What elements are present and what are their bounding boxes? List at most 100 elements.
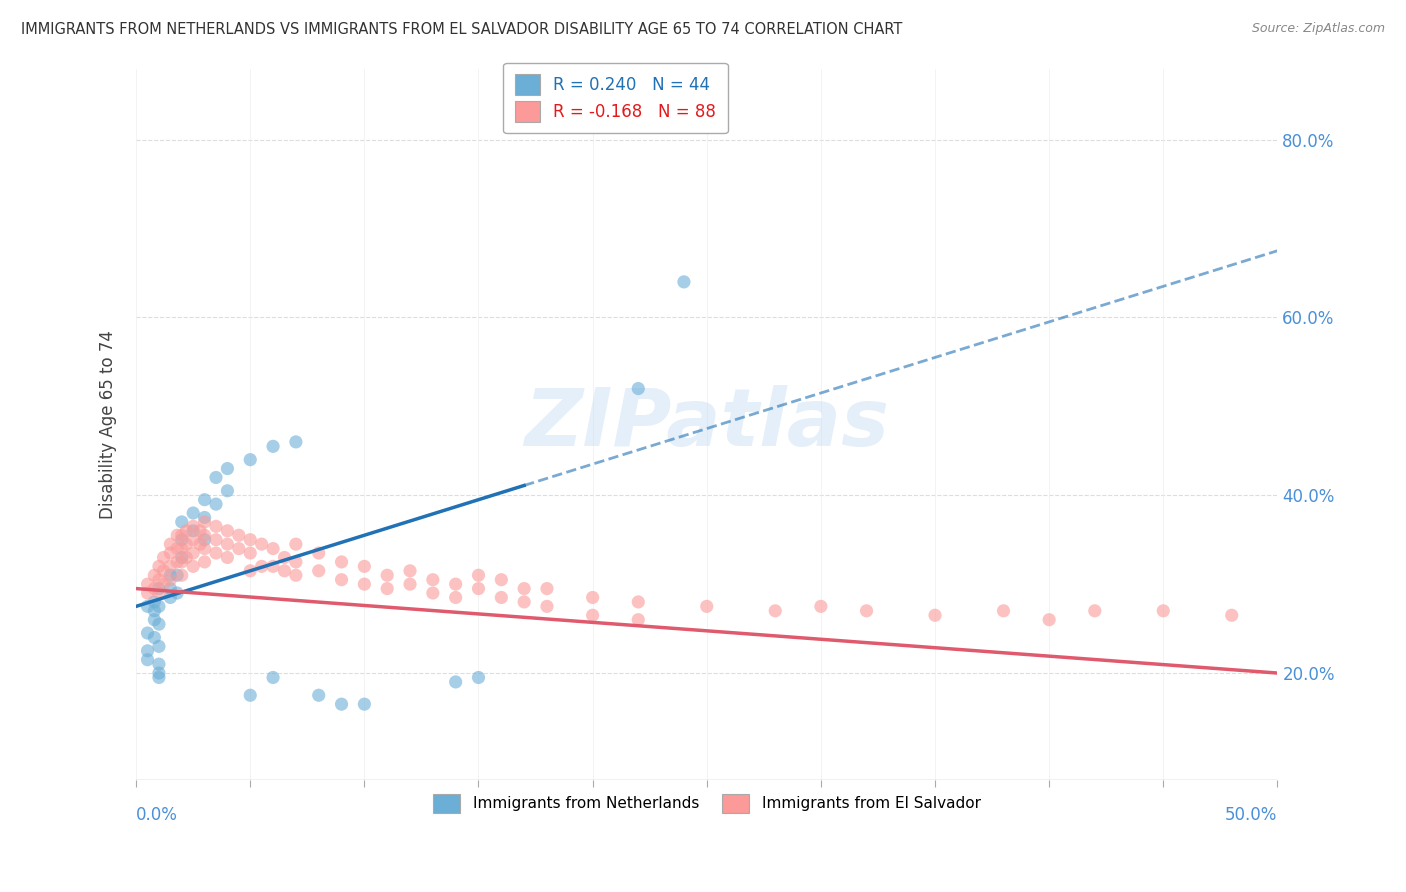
- Point: [181, 559, 204, 574]
- Point: [152, 564, 174, 578]
- Point: [239, 688, 262, 702]
- Point: [143, 613, 166, 627]
- Point: [205, 497, 228, 511]
- Point: [672, 275, 695, 289]
- Point: [148, 573, 170, 587]
- Text: ZIPatlas: ZIPatlas: [524, 385, 889, 463]
- Point: [422, 573, 444, 587]
- Point: [188, 524, 211, 538]
- Point: [308, 688, 330, 702]
- Point: [239, 564, 262, 578]
- Point: [228, 528, 250, 542]
- Point: [148, 640, 170, 654]
- Point: [181, 546, 204, 560]
- Point: [148, 559, 170, 574]
- Point: [136, 626, 159, 640]
- Point: [513, 582, 536, 596]
- Point: [152, 577, 174, 591]
- Point: [143, 595, 166, 609]
- Text: IMMIGRANTS FROM NETHERLANDS VS IMMIGRANTS FROM EL SALVADOR DISABILITY AGE 65 TO : IMMIGRANTS FROM NETHERLANDS VS IMMIGRANT…: [21, 22, 903, 37]
- Point: [159, 537, 181, 551]
- Point: [159, 559, 181, 574]
- Point: [1220, 608, 1243, 623]
- Point: [399, 577, 422, 591]
- Point: [250, 537, 273, 551]
- Point: [536, 599, 558, 614]
- Point: [491, 573, 513, 587]
- Point: [217, 550, 239, 565]
- Text: 0.0%: 0.0%: [136, 806, 179, 824]
- Point: [444, 674, 467, 689]
- Point: [330, 555, 353, 569]
- Point: [763, 604, 786, 618]
- Point: [696, 599, 718, 614]
- Point: [217, 461, 239, 475]
- Point: [194, 510, 217, 524]
- Point: [581, 608, 603, 623]
- Point: [194, 533, 217, 547]
- Point: [143, 604, 166, 618]
- Point: [170, 555, 193, 569]
- Point: [262, 439, 284, 453]
- Point: [627, 382, 650, 396]
- Point: [330, 573, 353, 587]
- Point: [148, 599, 170, 614]
- Point: [170, 568, 193, 582]
- Point: [444, 577, 467, 591]
- Point: [159, 546, 181, 560]
- Point: [284, 568, 307, 582]
- Point: [444, 591, 467, 605]
- Point: [262, 541, 284, 556]
- Point: [181, 519, 204, 533]
- Point: [239, 546, 262, 560]
- Point: [399, 564, 422, 578]
- Point: [159, 582, 181, 596]
- Point: [353, 697, 375, 711]
- Point: [536, 582, 558, 596]
- Point: [330, 697, 353, 711]
- Point: [467, 568, 489, 582]
- Point: [194, 515, 217, 529]
- Point: [262, 671, 284, 685]
- Y-axis label: Disability Age 65 to 74: Disability Age 65 to 74: [100, 330, 117, 518]
- Point: [273, 550, 295, 565]
- Point: [181, 524, 204, 538]
- Point: [284, 537, 307, 551]
- Point: [136, 577, 159, 591]
- Point: [188, 537, 211, 551]
- Point: [194, 528, 217, 542]
- Point: [205, 470, 228, 484]
- Point: [152, 550, 174, 565]
- Point: [170, 550, 193, 565]
- Point: [205, 519, 228, 533]
- Point: [136, 644, 159, 658]
- Point: [148, 617, 170, 632]
- Point: [194, 492, 217, 507]
- Point: [491, 591, 513, 605]
- Point: [308, 564, 330, 578]
- Point: [993, 604, 1015, 618]
- Point: [239, 452, 262, 467]
- Point: [855, 604, 877, 618]
- Point: [375, 582, 398, 596]
- Point: [194, 541, 217, 556]
- Point: [239, 533, 262, 547]
- Point: [176, 537, 198, 551]
- Point: [375, 568, 398, 582]
- Point: [924, 608, 946, 623]
- Point: [273, 564, 295, 578]
- Legend: Immigrants from Netherlands, Immigrants from El Salvador: Immigrants from Netherlands, Immigrants …: [423, 785, 990, 822]
- Point: [581, 591, 603, 605]
- Point: [205, 533, 228, 547]
- Point: [148, 586, 170, 600]
- Point: [250, 559, 273, 574]
- Point: [166, 541, 188, 556]
- Point: [1152, 604, 1174, 618]
- Point: [148, 666, 170, 681]
- Point: [148, 671, 170, 685]
- Point: [284, 555, 307, 569]
- Point: [170, 533, 193, 547]
- Point: [1084, 604, 1107, 618]
- Point: [228, 541, 250, 556]
- Point: [194, 555, 217, 569]
